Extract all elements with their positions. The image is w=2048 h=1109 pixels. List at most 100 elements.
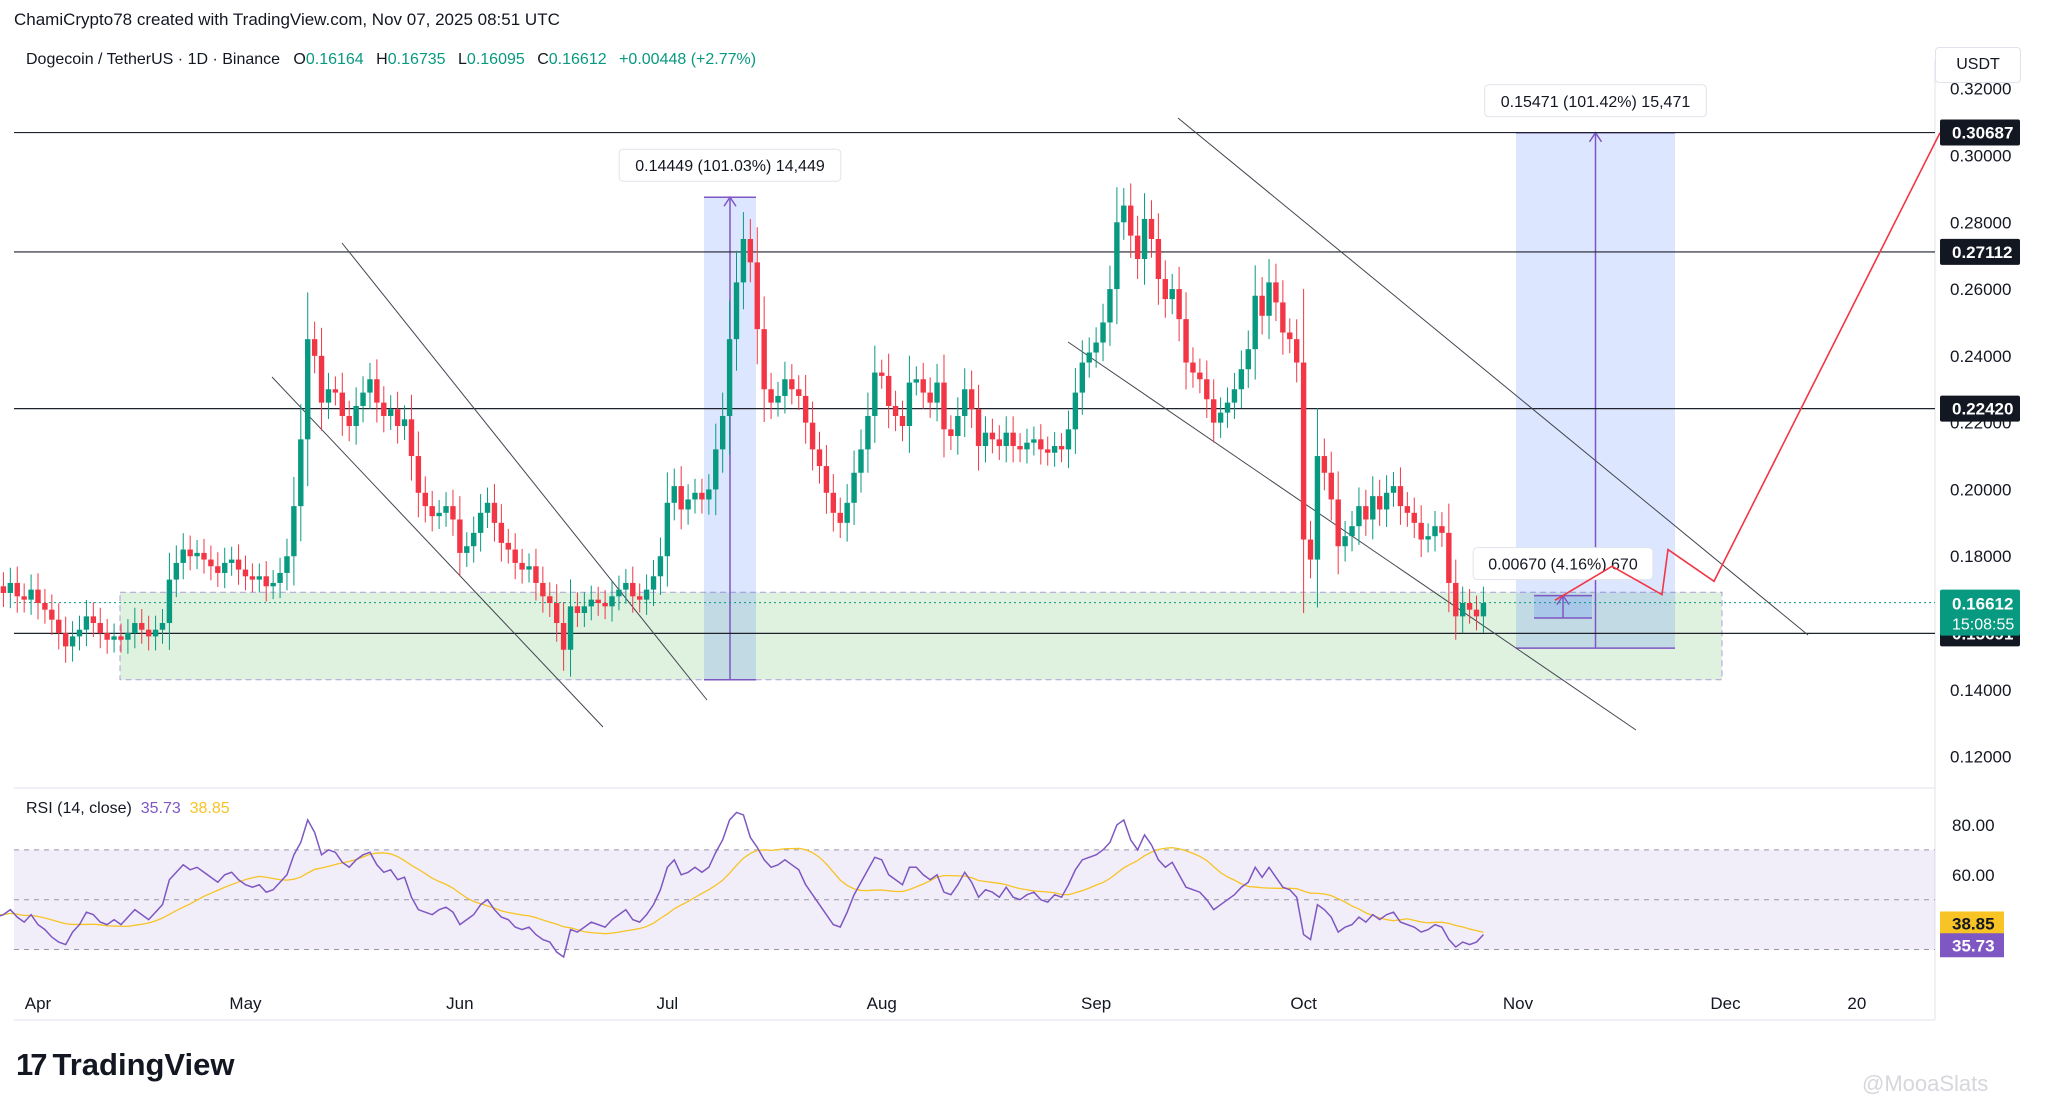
candle-body [76, 629, 83, 637]
candle-body [125, 633, 131, 640]
candle-body [450, 506, 456, 520]
trend-line [341, 242, 708, 701]
tradingview-brand[interactable]: 17 TradingView [16, 1047, 235, 1083]
candle-body [1197, 372, 1203, 380]
candle-body [899, 415, 906, 426]
candle-body [1300, 362, 1307, 540]
rsi-value: 35.73 [140, 800, 181, 817]
candle-body [1238, 369, 1245, 390]
candle-body [1453, 582, 1459, 617]
candle-body [332, 389, 339, 393]
candle-body [885, 375, 892, 406]
candle-body [1480, 602, 1487, 617]
candle-body [512, 549, 518, 563]
candle-body [1031, 439, 1037, 443]
candle-body [872, 372, 878, 416]
candle-body [1418, 522, 1424, 540]
candle-body [1266, 282, 1272, 316]
candle-body [830, 492, 837, 513]
author-line: ChamiCrypto78 created with TradingView.c… [14, 10, 560, 29]
candle-body [111, 636, 117, 640]
watermark: @MooaSlats [1862, 1071, 1989, 1096]
measure-label: 0.00670 (4.16%) 670 [1488, 557, 1638, 574]
candle-body [1342, 536, 1348, 547]
last-price-text: 0.16612 [1952, 595, 2013, 614]
candle-body [1459, 602, 1466, 617]
candle-body [464, 546, 470, 553]
candle-body [436, 512, 442, 517]
rsi-name[interactable]: RSI (14, close) [26, 800, 132, 817]
candle-body [1217, 412, 1224, 423]
level-badge [1940, 620, 2020, 647]
price-tick: 0.24000 [1950, 347, 2011, 366]
symbol-name[interactable]: Dogecoin / TetherUS · 1D · Binance [26, 51, 281, 68]
open-value: 0.16164 [305, 51, 364, 68]
candle-body [145, 629, 152, 637]
candle-body [955, 415, 961, 437]
candle-body [664, 502, 671, 557]
candle-body [132, 623, 138, 634]
time-tick: Sep [1081, 994, 1111, 1013]
candle-body [609, 596, 615, 607]
candle-body [858, 449, 864, 473]
candle-body [1079, 362, 1085, 393]
candle-body [1363, 506, 1369, 520]
candle-body [1390, 486, 1397, 493]
candle-body [553, 602, 560, 624]
candle-body [228, 559, 235, 563]
candle-body [159, 623, 166, 630]
candle-body [152, 629, 159, 637]
candle-body [298, 439, 304, 507]
brand-name: TradingView [52, 1047, 235, 1082]
candle-body [215, 566, 221, 573]
candle-body [975, 409, 982, 447]
high-value: 0.16735 [387, 51, 446, 68]
level-badge [1940, 119, 2020, 146]
candle-body [616, 589, 622, 597]
candle-body [526, 566, 532, 570]
candle-body [719, 415, 726, 450]
measure-box [704, 197, 756, 680]
candle-body [284, 556, 290, 573]
candle-body [1051, 446, 1058, 453]
candle-body [1439, 526, 1445, 533]
candle-body [477, 512, 484, 533]
candle-body [775, 395, 781, 403]
candle-body [1204, 379, 1210, 400]
candle-body [1273, 282, 1279, 303]
candle-body [650, 576, 657, 590]
currency-unit-button[interactable]: USDT [1935, 47, 2021, 83]
candle-body [1473, 609, 1480, 617]
candle-body [540, 582, 546, 597]
rsi-badge [1940, 933, 2004, 958]
candle-body [1383, 492, 1390, 510]
candle-body [934, 382, 940, 403]
rsi-tick: 80.00 [1952, 816, 1995, 835]
candle-body [1093, 342, 1099, 353]
candle-body [1058, 446, 1065, 450]
candle-body [1411, 512, 1417, 523]
support-zone [119, 591, 1723, 681]
price-tick: 0.22000 [1950, 414, 2011, 433]
measure-label-box [618, 148, 842, 182]
candle-body [1190, 362, 1196, 373]
candle-body [1335, 499, 1341, 547]
candle-body [263, 576, 269, 587]
candles [0, 183, 1487, 677]
candle-body [865, 415, 871, 450]
candle-body [166, 579, 173, 624]
candle-body [747, 238, 754, 263]
time-tick: Aug [867, 994, 897, 1013]
candle-body [560, 623, 567, 650]
candle-body [630, 582, 636, 597]
candle-body [360, 392, 366, 406]
candle-body [7, 582, 14, 593]
candle-body [118, 636, 124, 640]
candle-body [1155, 238, 1162, 280]
candle-body [547, 596, 553, 603]
time-tick: 20 [1847, 994, 1866, 1013]
candle-body [1010, 432, 1016, 447]
candle-body [1321, 456, 1328, 473]
candle-body [1356, 506, 1362, 527]
